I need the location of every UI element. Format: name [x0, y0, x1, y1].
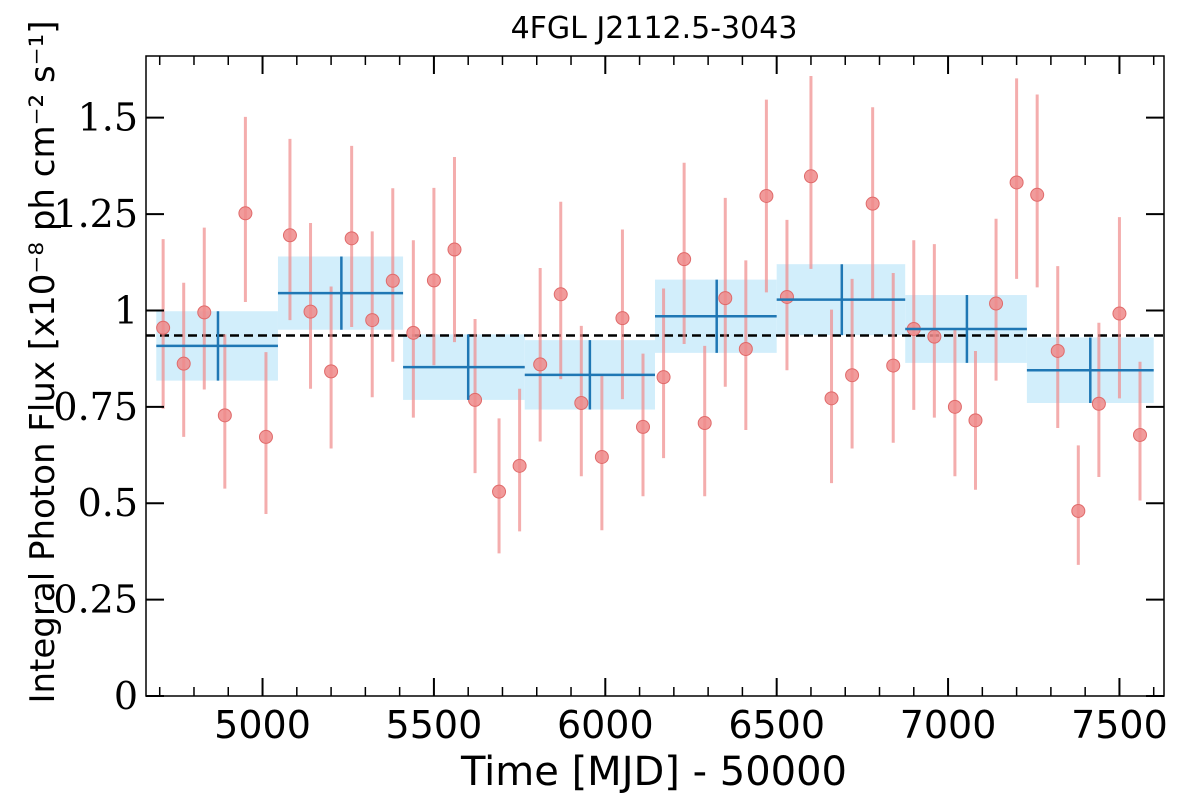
data-point [947, 399, 962, 414]
data-point [344, 231, 359, 246]
data-point [1133, 427, 1148, 442]
y-tick-label: 1.5 [78, 96, 138, 140]
data-point [1009, 175, 1024, 190]
data-point [197, 305, 212, 320]
data-point [615, 311, 630, 326]
y-tick-label: 0.25 [53, 578, 138, 622]
data-point [697, 416, 712, 431]
x-tick-label: 6000 [557, 703, 654, 747]
data-point [468, 392, 483, 407]
y-tick-label: 0.75 [53, 385, 138, 429]
data-point [406, 325, 421, 340]
data-point [238, 206, 253, 221]
data-point [927, 329, 942, 344]
data-point [574, 395, 589, 410]
data-point [803, 169, 818, 184]
data-point [176, 356, 191, 371]
data-point [718, 291, 733, 306]
data-point [1030, 187, 1045, 202]
short-bin-points [156, 76, 1148, 565]
data-point [865, 196, 880, 211]
axes-frame [145, 55, 1165, 697]
data-point [1112, 306, 1127, 321]
data-point [156, 320, 171, 335]
data-point [512, 458, 527, 473]
x-tick-label: 5000 [214, 703, 311, 747]
chart-title: 4FGL J2112.5-3043 [511, 11, 798, 46]
data-point [492, 484, 507, 499]
long-bin-errorbars [156, 256, 1154, 410]
data-point [779, 289, 794, 304]
y-tick-label: 0 [114, 674, 138, 718]
x-tick-label: 5500 [386, 703, 483, 747]
y-tick-label: 0.5 [78, 481, 138, 525]
data-point [426, 273, 441, 288]
axes: 5000 5500 6000 6500 7000 7500 0 0.25 0.5 0.75 1 1.2… [53, 55, 1168, 747]
data-point [656, 370, 671, 385]
data-point [217, 408, 232, 423]
long-bin-bands [156, 256, 1154, 410]
y-tick-label: 1.25 [53, 192, 138, 236]
x-tick-label: 7500 [1071, 703, 1168, 747]
data-point [303, 304, 318, 319]
data-point [886, 358, 901, 373]
data-point [677, 252, 692, 267]
x-axis-label: Time [MJD] - 50000 [460, 749, 847, 795]
y-tick-label: 1 [114, 288, 138, 332]
data-point [759, 188, 774, 203]
data-point [1091, 396, 1106, 411]
data-point [447, 242, 462, 257]
plot-area [146, 76, 1164, 565]
x-tick-label: 6500 [728, 703, 825, 747]
data-point [989, 296, 1004, 311]
data-point [553, 287, 568, 302]
data-point [258, 429, 273, 444]
data-point [1050, 343, 1065, 358]
x-tick-label: 7000 [900, 703, 997, 747]
data-point [324, 364, 339, 379]
data-point [365, 313, 380, 328]
data-point [845, 368, 860, 383]
data-point [533, 357, 548, 372]
data-point [968, 413, 983, 428]
data-point [594, 449, 609, 464]
data-point [738, 342, 753, 357]
data-point [1071, 503, 1086, 518]
data-point [385, 273, 400, 288]
data-point [282, 228, 297, 243]
data-point [824, 391, 839, 406]
data-point [636, 419, 651, 434]
y-axis-label: Integral Photon Flux [x10⁻⁸ ph cm⁻² s⁻¹] [23, 20, 63, 703]
